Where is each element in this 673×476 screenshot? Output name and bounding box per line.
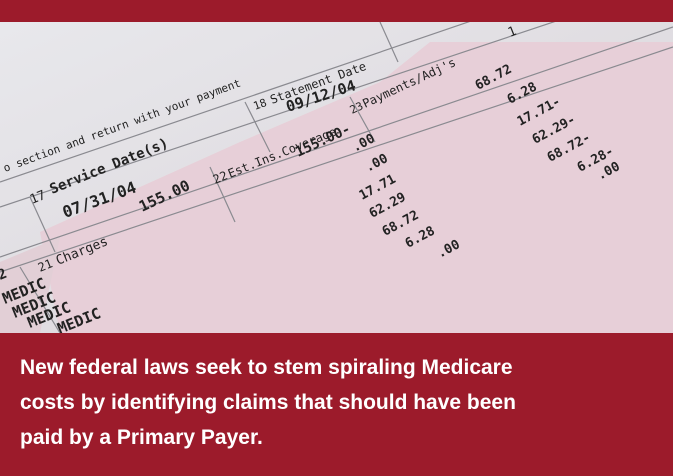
caption-line: New federal laws seek to stem spiraling …	[20, 350, 660, 385]
caption-line: costs by identifying claims that should …	[20, 385, 660, 420]
caption-line: paid by a Primary Payer.	[20, 420, 660, 455]
photo: o section and return with your payment17…	[0, 22, 673, 333]
page: o section and return with your payment17…	[0, 0, 673, 476]
caption: New federal laws seek to stem spiraling …	[20, 350, 660, 455]
